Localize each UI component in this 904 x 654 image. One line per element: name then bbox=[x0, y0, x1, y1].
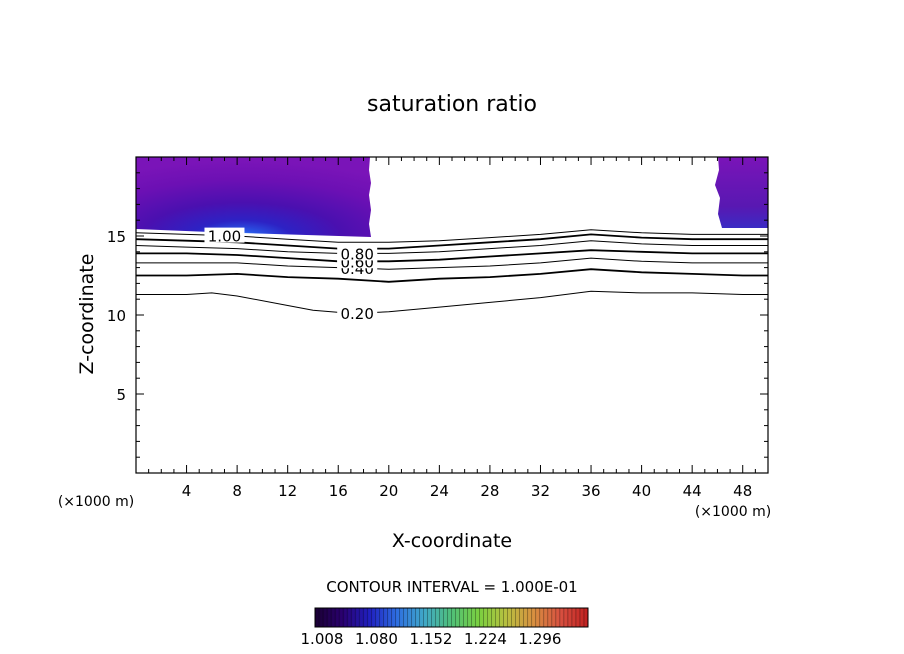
x-tick-label: 40 bbox=[632, 482, 651, 500]
contour-label-background bbox=[337, 245, 378, 261]
shaded-regions bbox=[136, 157, 768, 237]
y-axis-label: Z-coordinate bbox=[76, 254, 98, 375]
contour-line bbox=[136, 257, 768, 270]
x-tick-label: 16 bbox=[329, 482, 348, 500]
contour-label-background bbox=[204, 227, 245, 243]
contour-interval-text: CONTOUR INTERVAL = 1.000E-01 bbox=[326, 578, 577, 596]
y-tick-label: 15 bbox=[107, 228, 126, 246]
contour-line bbox=[136, 290, 768, 314]
colorbar-tick-label: 1.008 bbox=[301, 630, 344, 648]
colorbar-tick-label: 1.152 bbox=[410, 630, 453, 648]
x-tick-label: 36 bbox=[581, 482, 600, 500]
contour-lines bbox=[136, 229, 768, 314]
x-tick-label: 44 bbox=[683, 482, 702, 500]
colorbar-tick-labels: 1.008 1.080 1.152 1.224 1.296 bbox=[301, 630, 562, 648]
x-unit-label-right: (×1000 m) bbox=[695, 504, 771, 520]
y-tick-labels: 5 10 15 bbox=[107, 228, 126, 404]
x-axis-label: X-coordinate bbox=[392, 530, 512, 552]
contour-line bbox=[136, 268, 768, 283]
shaded-region-right bbox=[715, 157, 768, 228]
y-tick-label: 5 bbox=[116, 386, 126, 404]
contour-labels: 0.200.400.600.801.00 bbox=[204, 227, 378, 323]
x-tick-label: 20 bbox=[379, 482, 398, 500]
colorbar-tick-label: 1.296 bbox=[519, 630, 562, 648]
contour-line bbox=[136, 240, 768, 254]
colorbar bbox=[314, 607, 589, 628]
x-tick-labels: 4 8 12 16 20 24 28 32 36 40 44 48 bbox=[182, 482, 752, 500]
x-unit-label-left: (×1000 m) bbox=[58, 494, 134, 510]
contour-line bbox=[136, 229, 768, 243]
chart-title: saturation ratio bbox=[367, 92, 537, 117]
contour-line bbox=[136, 249, 768, 263]
contour-line bbox=[136, 233, 768, 250]
contour-label-background bbox=[337, 305, 378, 321]
contour-label: 0.80 bbox=[340, 245, 373, 263]
colorbar-tick-label: 1.080 bbox=[355, 630, 398, 648]
x-tick-label: 32 bbox=[531, 482, 550, 500]
x-tick-label: 8 bbox=[232, 482, 242, 500]
x-tick-label: 48 bbox=[733, 482, 752, 500]
contour-label: 1.00 bbox=[208, 228, 241, 246]
y-tick-label: 10 bbox=[107, 307, 126, 325]
x-tick-label: 28 bbox=[480, 482, 499, 500]
x-tick-label: 4 bbox=[182, 482, 192, 500]
x-tick-label: 12 bbox=[278, 482, 297, 500]
x-tick-label: 24 bbox=[430, 482, 449, 500]
contour-label: 0.20 bbox=[340, 305, 373, 323]
axis-ticks bbox=[136, 157, 768, 473]
shaded-region-left bbox=[136, 157, 371, 237]
colorbar-tick-label: 1.224 bbox=[464, 630, 507, 648]
